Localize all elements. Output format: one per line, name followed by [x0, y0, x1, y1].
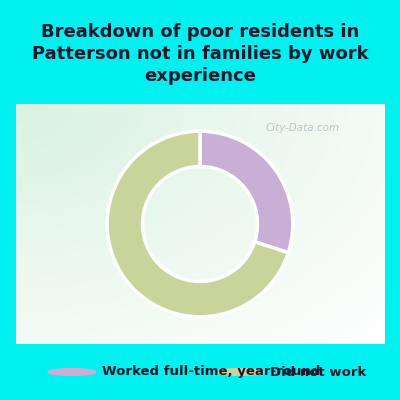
Circle shape — [216, 369, 264, 375]
Circle shape — [48, 369, 96, 375]
Wedge shape — [107, 131, 288, 317]
Text: Breakdown of poor residents in
Patterson not in families by work
experience: Breakdown of poor residents in Patterson… — [32, 23, 368, 85]
Wedge shape — [200, 131, 293, 253]
Text: Did not work: Did not work — [270, 366, 366, 378]
Text: City-Data.com: City-Data.com — [266, 123, 340, 133]
Text: Worked full-time, year-round: Worked full-time, year-round — [102, 366, 320, 378]
